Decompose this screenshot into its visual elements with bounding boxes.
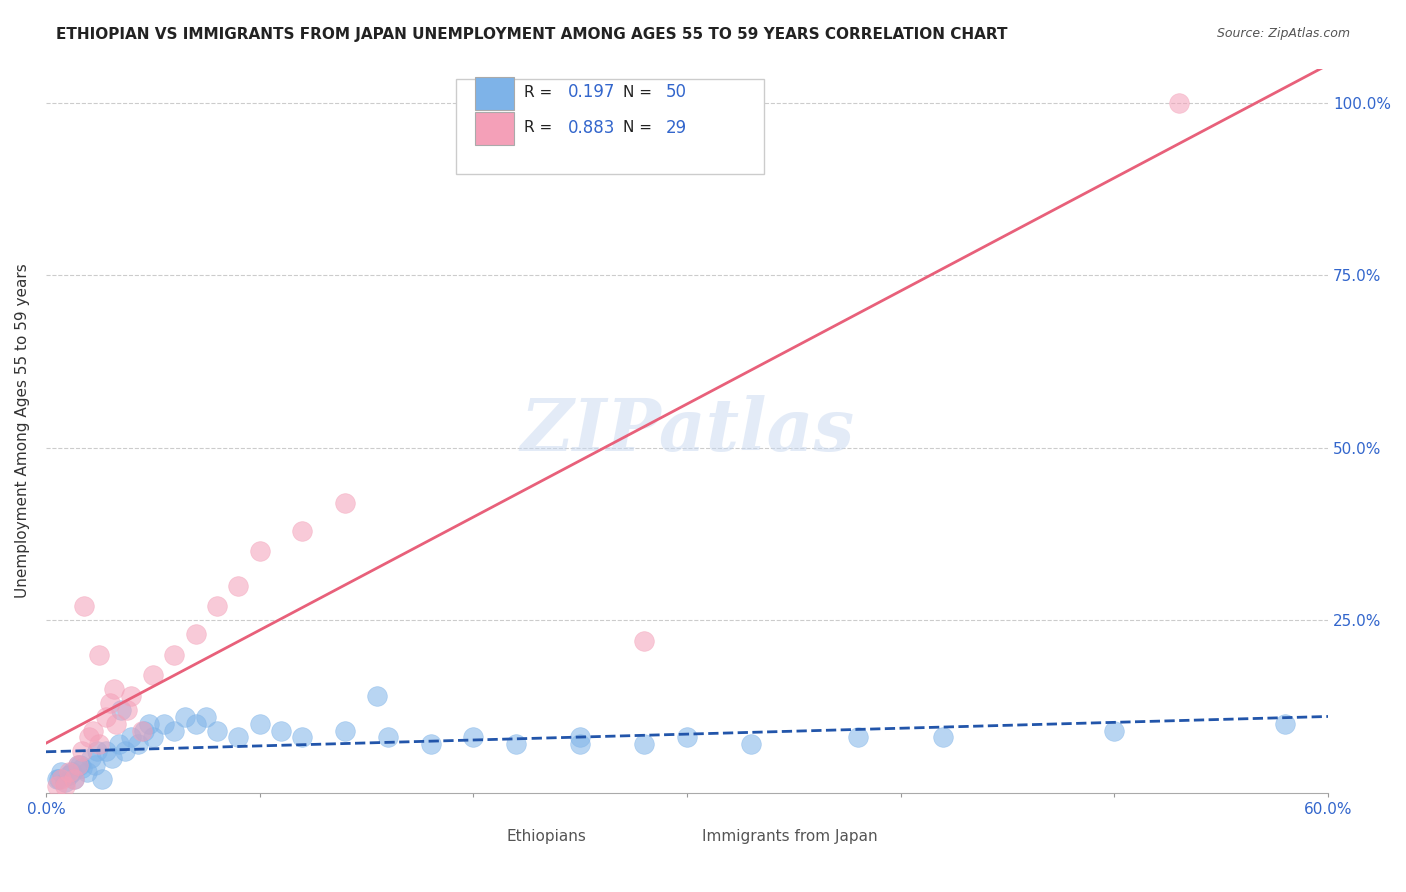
Point xyxy=(1274,716,1296,731)
Point xyxy=(58,764,80,779)
Point xyxy=(195,710,218,724)
Y-axis label: Unemployment Among Ages 55 to 59 years: Unemployment Among Ages 55 to 59 years xyxy=(15,263,30,598)
Point xyxy=(463,731,485,745)
Point xyxy=(633,737,655,751)
Text: 0.883: 0.883 xyxy=(568,119,616,136)
Point xyxy=(103,682,125,697)
Point xyxy=(569,731,592,745)
Point xyxy=(205,599,228,614)
Point xyxy=(173,710,195,724)
Point xyxy=(505,737,527,751)
Point xyxy=(291,731,314,745)
Point xyxy=(60,764,83,779)
Point xyxy=(89,737,111,751)
Point xyxy=(94,744,117,758)
Point xyxy=(419,737,441,751)
Point xyxy=(84,758,107,772)
Point xyxy=(69,758,91,772)
Text: Immigrants from Japan: Immigrants from Japan xyxy=(702,829,877,844)
Point xyxy=(163,723,186,738)
Point xyxy=(80,751,103,765)
FancyBboxPatch shape xyxy=(693,823,725,845)
Point xyxy=(184,716,207,731)
Point xyxy=(120,731,142,745)
Point xyxy=(94,710,117,724)
Point xyxy=(163,648,186,662)
Point xyxy=(932,731,955,745)
Text: N =: N = xyxy=(623,120,657,136)
Point xyxy=(377,731,399,745)
Point xyxy=(676,731,699,745)
Point xyxy=(270,723,292,738)
Point xyxy=(846,731,869,745)
Point xyxy=(101,751,124,765)
FancyBboxPatch shape xyxy=(450,823,482,845)
Point xyxy=(90,772,112,786)
Point xyxy=(633,633,655,648)
Point xyxy=(291,524,314,538)
Point xyxy=(48,772,70,786)
Point xyxy=(89,648,111,662)
Point xyxy=(142,731,165,745)
Point xyxy=(120,689,142,703)
Text: ETHIOPIAN VS IMMIGRANTS FROM JAPAN UNEMPLOYMENT AMONG AGES 55 TO 59 YEARS CORREL: ETHIOPIAN VS IMMIGRANTS FROM JAPAN UNEMP… xyxy=(56,27,1008,42)
Point xyxy=(45,779,67,793)
Point xyxy=(49,764,72,779)
Point xyxy=(66,758,89,772)
Text: R =: R = xyxy=(524,120,557,136)
Text: 0.197: 0.197 xyxy=(568,84,616,102)
Point xyxy=(569,737,592,751)
Point xyxy=(138,716,160,731)
Point xyxy=(66,758,89,772)
Point xyxy=(62,772,84,786)
Point xyxy=(226,731,249,745)
Point xyxy=(333,496,356,510)
Point xyxy=(107,737,129,751)
Point xyxy=(115,703,138,717)
Point xyxy=(249,716,271,731)
Point xyxy=(226,579,249,593)
Point xyxy=(98,696,121,710)
Point xyxy=(114,744,136,758)
Point xyxy=(142,668,165,682)
Text: 50: 50 xyxy=(665,84,686,102)
Point xyxy=(86,744,108,758)
Text: 29: 29 xyxy=(665,119,686,136)
Point xyxy=(184,627,207,641)
Point xyxy=(131,723,153,738)
Point xyxy=(333,723,356,738)
Point xyxy=(62,772,84,786)
Text: Source: ZipAtlas.com: Source: ZipAtlas.com xyxy=(1216,27,1350,40)
Text: R =: R = xyxy=(524,85,557,100)
FancyBboxPatch shape xyxy=(457,79,763,174)
Point xyxy=(740,737,762,751)
Point xyxy=(1104,723,1126,738)
Point xyxy=(1167,95,1189,110)
Point xyxy=(73,599,96,614)
FancyBboxPatch shape xyxy=(475,112,515,145)
Point xyxy=(205,723,228,738)
Point xyxy=(77,731,100,745)
Point xyxy=(58,768,80,782)
Point xyxy=(110,703,132,717)
Point xyxy=(72,762,94,776)
Point xyxy=(366,689,388,703)
Point xyxy=(82,723,104,738)
Point xyxy=(45,772,67,786)
Point xyxy=(134,723,156,738)
Point xyxy=(105,716,128,731)
Text: Ethiopians: Ethiopians xyxy=(506,829,586,844)
Point xyxy=(53,779,76,793)
Point xyxy=(53,775,76,789)
FancyBboxPatch shape xyxy=(475,78,515,110)
Point xyxy=(249,544,271,558)
Point xyxy=(152,716,174,731)
Point xyxy=(72,744,94,758)
Point xyxy=(127,737,149,751)
Point xyxy=(49,772,72,786)
Point xyxy=(76,764,98,779)
Text: ZIPatlas: ZIPatlas xyxy=(520,395,853,466)
Text: N =: N = xyxy=(623,85,657,100)
